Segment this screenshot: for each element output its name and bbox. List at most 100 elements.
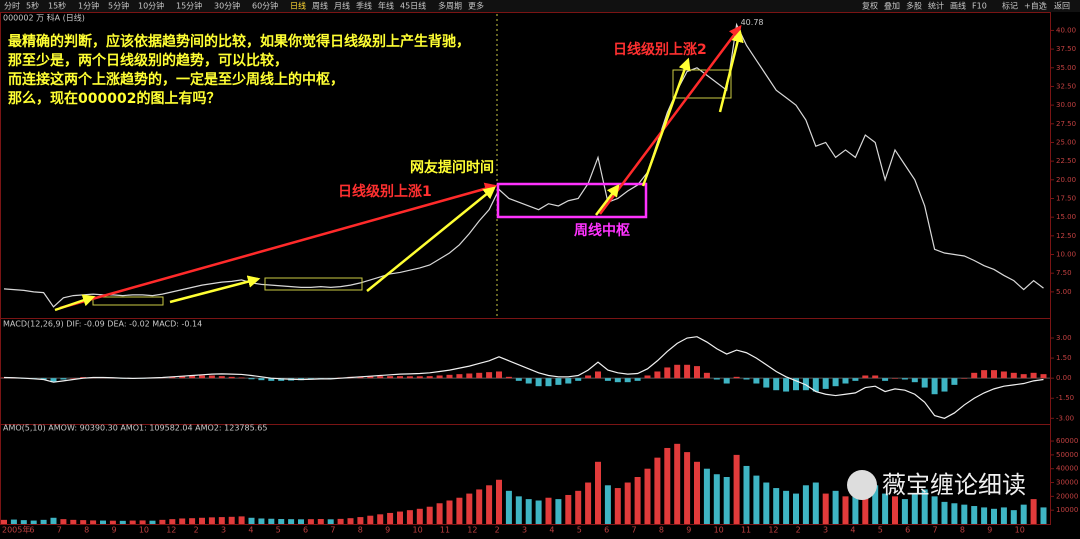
bar xyxy=(773,378,780,391)
bar xyxy=(80,520,87,524)
bar xyxy=(179,376,186,379)
toolbar-item[interactable]: 日线 xyxy=(290,1,306,11)
toolbar-item[interactable]: 5秒 xyxy=(26,1,39,11)
toolbar-item[interactable]: 返回 xyxy=(1054,2,1070,11)
toolbar-item[interactable]: 季线 xyxy=(356,1,372,11)
bar xyxy=(476,489,483,524)
bar xyxy=(307,519,314,524)
bar xyxy=(832,378,839,387)
toolbar-item[interactable]: 多股 xyxy=(906,1,922,11)
bar xyxy=(624,482,631,524)
toolbar-item[interactable]: 统计 xyxy=(928,1,944,11)
price-line xyxy=(3,22,1044,308)
y-tick-label: 40000 xyxy=(1056,465,1078,473)
bar xyxy=(723,378,730,384)
x-tick-label: 8 xyxy=(960,526,965,535)
bar xyxy=(1040,374,1047,379)
y-tick-label: 40.00 xyxy=(1056,26,1076,34)
toolbar-item[interactable]: 分时 xyxy=(4,1,20,11)
annotations: 最精确的判断，应该依据趋势间的比较，如果你觉得日线级别上产生背驰， 那至少是，两… xyxy=(8,33,707,239)
toolbar-item[interactable]: 多周期 xyxy=(438,1,462,11)
high-label: 40.78 xyxy=(741,18,764,27)
bar xyxy=(951,378,958,385)
bar xyxy=(941,378,948,392)
bar xyxy=(961,504,968,524)
small-box xyxy=(672,69,732,99)
bar xyxy=(832,490,839,524)
bar xyxy=(60,519,67,524)
bar xyxy=(60,378,67,380)
toolbar-item[interactable]: 15分钟 xyxy=(176,1,202,11)
bar xyxy=(991,370,997,379)
bar xyxy=(703,372,710,379)
toolbar-item[interactable]: 复权 xyxy=(862,1,878,11)
toolbar-item[interactable]: 画线 xyxy=(950,1,966,11)
x-tick-label: 9 xyxy=(385,526,390,535)
bar xyxy=(882,493,889,524)
amo-header: AMO(5,10) AMOW: 90390.30 AMO1: 109582.04… xyxy=(3,424,267,433)
bar xyxy=(525,499,532,524)
bar xyxy=(377,514,384,524)
y-tick-label: 25.00 xyxy=(1056,138,1076,146)
bar xyxy=(852,488,859,524)
x-tick-label: 7 xyxy=(631,526,636,535)
toolbar-item[interactable]: 更多 xyxy=(468,1,484,11)
toolbar-item[interactable]: 月线 xyxy=(334,1,350,11)
toolbar-item[interactable]: +自选 xyxy=(1024,1,1047,11)
toolbar-item[interactable]: 标记 xyxy=(1002,1,1018,11)
bar xyxy=(1000,371,1007,379)
bar xyxy=(911,378,918,383)
wechat-icon xyxy=(847,470,877,500)
toolbar-item[interactable]: 10分钟 xyxy=(138,1,164,11)
rise1-label: 日线级别上涨1 xyxy=(338,183,432,200)
y-tick-label: 10000 xyxy=(1056,506,1078,514)
yellow-arrow xyxy=(54,294,96,312)
bar xyxy=(525,378,532,384)
bar xyxy=(30,520,37,524)
x-tick-label: 10 xyxy=(139,526,149,535)
bar xyxy=(892,378,898,379)
bar xyxy=(505,490,512,524)
small-box xyxy=(92,296,164,306)
bar xyxy=(981,370,988,379)
toolbar-item[interactable]: 叠加 xyxy=(884,1,900,11)
bar xyxy=(674,364,681,379)
y-tick-label: 1.50 xyxy=(1056,354,1072,362)
bar xyxy=(327,519,334,524)
x-tick-label: 8 xyxy=(659,526,664,535)
yellow-arrow xyxy=(366,186,496,292)
bar xyxy=(436,503,443,524)
bar xyxy=(783,490,790,524)
bar xyxy=(100,520,106,524)
bar xyxy=(882,378,889,381)
x-tick-label: 9 xyxy=(686,526,691,535)
x-tick-label: 5 xyxy=(577,526,582,535)
bar xyxy=(703,468,710,524)
toolbar-item[interactable]: 5分钟 xyxy=(108,1,129,11)
bar xyxy=(763,378,770,388)
x-tick-label: 4 xyxy=(850,526,855,535)
toolbar-item[interactable]: 周线 xyxy=(312,1,328,11)
bar xyxy=(793,378,799,391)
toolbar-item[interactable]: 年线 xyxy=(378,1,394,11)
bar xyxy=(268,518,275,524)
price-header: 000002 万 科A (日线) xyxy=(3,13,85,23)
x-tick-label: 2 xyxy=(194,526,199,535)
bar xyxy=(921,378,928,388)
bar xyxy=(496,371,502,379)
x-tick-label: 12 xyxy=(166,526,176,535)
bar xyxy=(515,378,522,381)
toolbar-item[interactable]: 15秒 xyxy=(48,1,66,11)
toolbar-item[interactable]: 60分钟 xyxy=(252,1,278,11)
toolbar-item[interactable]: 1分钟 xyxy=(78,1,99,11)
bar xyxy=(1030,372,1037,379)
toolbar-item[interactable]: F10 xyxy=(972,2,987,11)
toolbar-item[interactable]: 30分钟 xyxy=(214,1,240,11)
bar xyxy=(159,519,166,524)
bar xyxy=(406,510,413,524)
x-tick-label: 6 xyxy=(604,526,609,535)
bar xyxy=(218,517,225,524)
bar xyxy=(70,378,77,379)
bar xyxy=(10,519,17,524)
toolbar-item[interactable]: 45日线 xyxy=(400,1,426,11)
